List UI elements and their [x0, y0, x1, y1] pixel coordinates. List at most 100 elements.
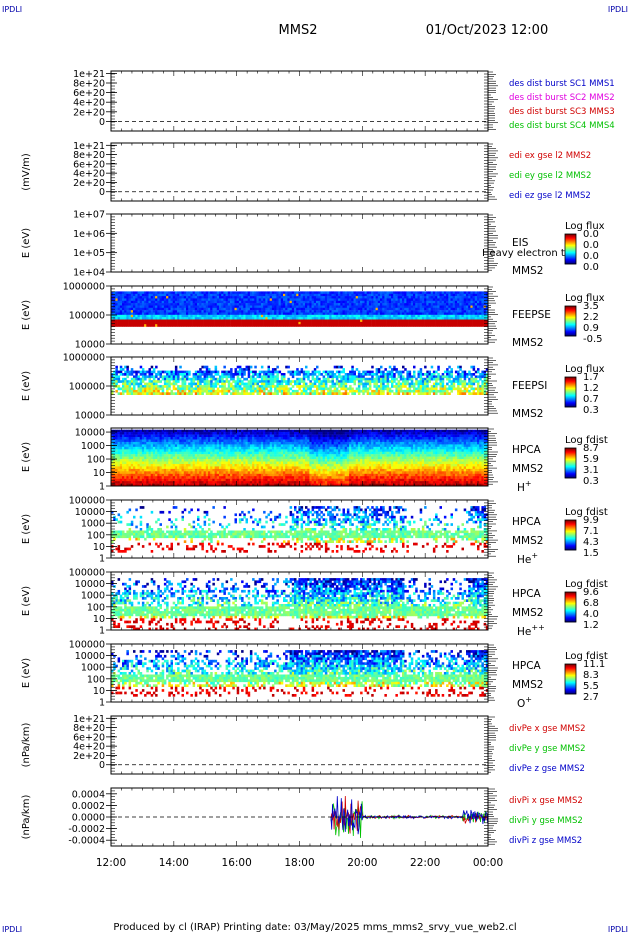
y-axis-label: (nPa/km) [21, 723, 32, 768]
instrument-label: MMS2 [512, 535, 543, 547]
colorbar-label: 1.2 [583, 383, 599, 394]
legend-entry: des dist burst SC3 MMS3 [509, 107, 615, 117]
y-tick-label: 100000 [69, 311, 105, 322]
colorbar-label: 2.7 [583, 692, 599, 703]
time-tick-label: 12:00 [96, 857, 126, 869]
instrument-label: FEEPSI [512, 380, 547, 392]
y-axis-label: E (eV) [21, 514, 32, 544]
panel-frame [110, 213, 489, 273]
y-tick-label: 0.0002 [72, 801, 105, 812]
y-axis-label: E (eV) [21, 371, 32, 401]
y-tick-label: -0.0002 [68, 824, 105, 835]
y-axis-label: (nPa/km) [21, 795, 32, 840]
y-tick-label: 1 [99, 554, 105, 565]
legend-entry: divPe y gse MMS2 [509, 744, 586, 754]
instrument-label: MMS2 [512, 337, 543, 349]
y-tick-label: 1e+05 [73, 248, 105, 259]
colorbar-label: 7.1 [583, 526, 599, 537]
species-label: He++ [517, 623, 545, 638]
y-axis-label: E (eV) [21, 658, 32, 688]
colorbar-title: Log fdist [565, 435, 608, 446]
y-tick-label: 100000 [69, 382, 105, 393]
colorbar-label: 9.6 [583, 587, 599, 598]
y-tick-label: 0.0004 [72, 789, 105, 800]
instrument-label: MMS2 [512, 408, 543, 420]
colorbar-title: Log flux [565, 364, 605, 375]
y-tick-label: 100000 [69, 496, 105, 507]
y-tick-label: 2e+20 [73, 178, 105, 189]
colorbar-label: 1.5 [583, 548, 599, 559]
legend-entry: divPi x gse MMS2 [509, 796, 583, 806]
panel-p6: 10000 1000 100 10 1 E (eV) HPCA MMS2 H+ Log fdist… [21, 427, 608, 494]
instrument-label: FEEPSE [512, 309, 551, 321]
panel-p5: 1000000 100000 10000 E (eV) FEEPSI MMS2 Log fl… [21, 353, 605, 422]
y-tick-label: 10 [93, 614, 105, 625]
y-tick-label: 2e+20 [73, 107, 105, 118]
colorbar-label: 0.3 [583, 405, 599, 416]
colorbar-label: 3.1 [583, 465, 599, 476]
y-tick-label: 1000 [81, 591, 105, 602]
colorbar-label: 0.0 [583, 229, 599, 240]
y-tick-label: 1000 [81, 519, 105, 530]
y-tick-label: 100 [87, 530, 105, 541]
y-tick-label: 10000 [75, 507, 105, 518]
y-tick-label: 8e+20 [73, 723, 105, 734]
spectrogram-p4 [111, 291, 489, 327]
y-tick-label: 8e+20 [73, 150, 105, 161]
instrument-label: HPCA [512, 444, 542, 456]
colorbar [564, 519, 577, 551]
legend-entry: divPe x gse MMS2 [509, 724, 586, 734]
colorbar-label: 4.0 [583, 609, 599, 620]
y-tick-label: 1 [99, 482, 105, 493]
time-tick-label: 16:00 [222, 857, 252, 869]
colorbar-label: 11.1 [583, 659, 605, 670]
y-tick-label: 1e+21 [73, 69, 105, 80]
footer-credit: Produced by cl (IRAP) Printing date: 03/… [113, 922, 516, 933]
spectrogram-p9 [111, 650, 489, 697]
time-axis: 12:00 14:00 16:00 18:00 20:00 22:00 00:00 [96, 857, 503, 869]
y-tick-label: 1 [99, 698, 105, 709]
colorbar-label: 5.9 [583, 454, 599, 465]
y-axis-label: E (eV) [21, 442, 32, 472]
panel-frame [110, 70, 489, 132]
y-tick-label: 10 [93, 468, 105, 479]
corner-label-bottom-left: IPDLI [2, 925, 22, 934]
legend-entry: des dist burst SC1 MMS1 [509, 79, 615, 89]
time-tick-label: 18:00 [284, 857, 314, 869]
instrument-label: HPCA [512, 588, 542, 600]
y-tick-label: 1000 [81, 441, 105, 452]
colorbar-label: 2.2 [583, 312, 599, 323]
legend-entry: des dist burst SC4 MMS4 [509, 121, 615, 131]
panel-p3: 1e+07 1e+06 1e+05 1e+04 E (eV) EIS MMS2 Heavy e… [21, 210, 605, 279]
corner-label-bottom-right: IPDLI [608, 925, 628, 934]
y-tick-label: 0 [99, 187, 105, 198]
instrument-label: MMS2 [512, 607, 543, 619]
y-tick-label: 10000 [75, 411, 105, 422]
legend-entry: divPe z gse MMS2 [509, 764, 585, 774]
colorbar-title: Log fdist [565, 507, 608, 518]
y-tick-label: 100000 [69, 640, 105, 651]
time-tick-label: 22:00 [410, 857, 440, 869]
y-axis-label: E (eV) [21, 586, 32, 616]
colorbar-title: Log fdist [565, 579, 608, 590]
y-tick-label: 2e+20 [73, 751, 105, 762]
y-tick-label: 100000 [69, 568, 105, 579]
y-tick-label: 4e+20 [73, 169, 105, 180]
instrument-label: HPCA [512, 660, 542, 672]
colorbar-title: Log fdist [565, 651, 608, 662]
colorbar [564, 663, 577, 695]
y-tick-label: 1000 [81, 663, 105, 674]
y-tick-label: 10000 [75, 579, 105, 590]
legend-entry: edi ey gse l2 MMS2 [509, 171, 591, 181]
instrument-label: MMS2 [512, 265, 543, 277]
panel-frame [110, 715, 489, 775]
y-tick-label: 10000 [75, 651, 105, 662]
y-tick-label: 1e+07 [73, 210, 105, 221]
colorbar [564, 591, 577, 623]
